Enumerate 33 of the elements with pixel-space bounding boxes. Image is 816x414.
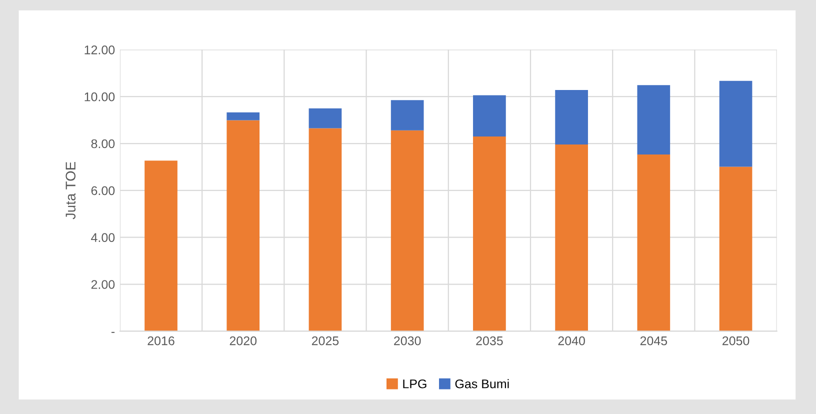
x-tick-label: 2025 (312, 336, 339, 346)
y-tick-label: 8.00 (91, 139, 115, 148)
y-tick-label: 2.00 (91, 280, 115, 289)
bar (226, 112, 260, 120)
y-axis-title: Juta TOE (66, 162, 76, 220)
bar (390, 100, 424, 130)
bar (473, 136, 506, 332)
bar (473, 95, 506, 136)
x-tick-label: 2020 (230, 336, 257, 346)
x-tick-label: 2040 (558, 336, 585, 346)
bar (555, 144, 588, 332)
y-tick-label: 10.00 (84, 92, 115, 102)
x-tick-label: 2050 (722, 336, 750, 346)
bar (719, 80, 752, 167)
bar (144, 160, 178, 332)
y-tick-label: 4.00 (91, 233, 115, 242)
bar (637, 154, 670, 332)
bar (390, 130, 424, 332)
bar (226, 120, 260, 332)
bar (308, 128, 342, 332)
bar (555, 90, 588, 144)
x-tick-label: 2030 (394, 336, 421, 346)
x-tick-label: 2035 (476, 336, 503, 346)
x-tick-label: 2045 (640, 336, 668, 346)
y-tick-label: 6.00 (91, 186, 115, 196)
bar (637, 85, 670, 155)
x-tick-label: 2016 (148, 336, 174, 346)
legend-label: Gas Bumi (455, 379, 509, 388)
y-tick-label: 12.00 (84, 45, 115, 54)
bar (308, 108, 342, 128)
bar (719, 166, 752, 332)
legend-label: LPG (403, 379, 426, 388)
y-tick-label: - (111, 332, 115, 333)
